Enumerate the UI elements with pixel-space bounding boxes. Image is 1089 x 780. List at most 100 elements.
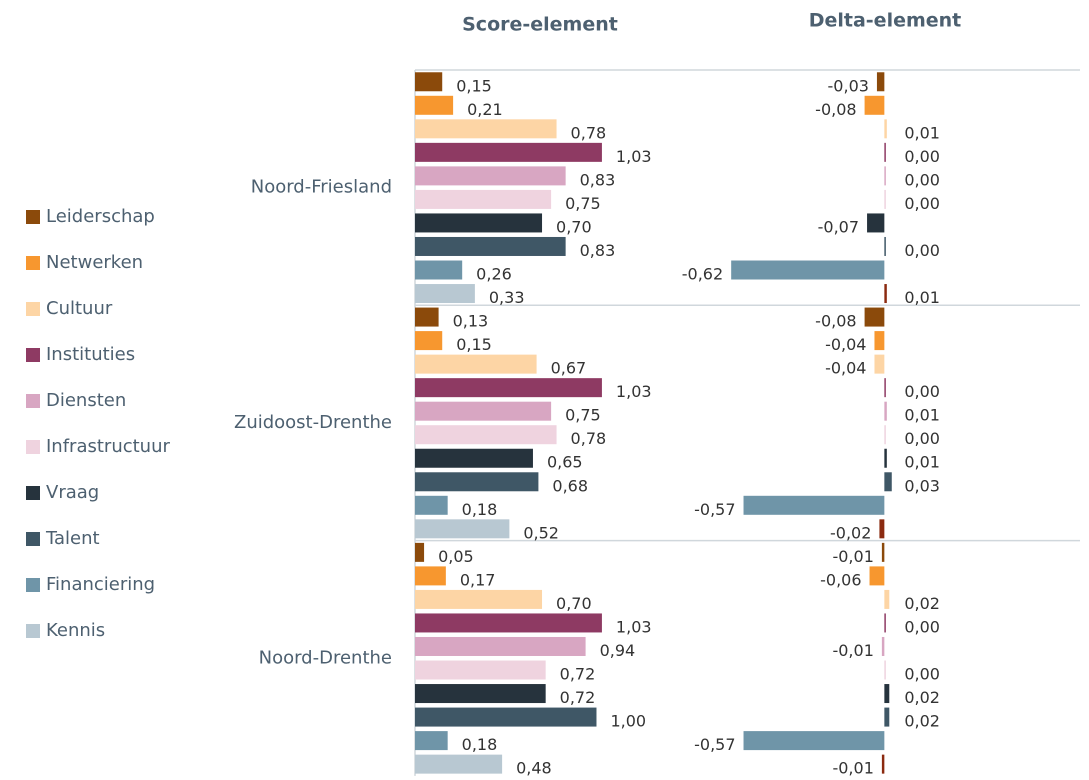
value-label: -0,62 [682,265,723,284]
bar [415,660,546,680]
bar [743,495,885,515]
value-label: 1,03 [616,617,652,636]
bar [884,684,890,704]
bar [415,684,546,704]
bar [415,731,448,751]
bar [415,472,539,492]
legend-label: Diensten [46,390,126,411]
value-label: 0,65 [547,453,583,472]
value-label: 0,75 [565,406,601,425]
value-label: -0,04 [825,335,866,354]
bar [884,401,887,421]
value-label: 0,00 [904,147,940,166]
bar [415,401,552,421]
legend-swatch [26,394,40,408]
bar [884,142,886,162]
bar [864,307,885,327]
value-label: 1,03 [616,147,652,166]
bar [867,213,885,233]
bar [884,189,886,209]
value-label: -0,04 [825,359,866,378]
value-label: 0,83 [580,241,616,260]
bar [415,189,552,209]
bar [415,707,597,727]
bar [879,519,885,539]
value-label: 0,70 [556,217,592,236]
value-label: 0,52 [523,523,559,542]
chart-title: Delta-element [809,10,962,32]
value-label: -0,08 [815,312,856,331]
value-label: -0,08 [815,100,856,119]
chart-title: Score-element [462,14,618,36]
bar [864,95,885,115]
bar [415,613,602,633]
value-label: -0,57 [694,735,735,754]
value-label: 0,01 [904,123,940,142]
value-label: -0,07 [818,217,859,236]
value-label: 0,67 [551,359,587,378]
legend-label: Kennis [46,620,105,641]
legend-swatch [26,348,40,362]
value-label: 0,02 [904,712,940,731]
value-label: 0,02 [904,688,940,707]
value-label: 0,78 [571,429,607,448]
bar [884,613,886,633]
value-label: 0,15 [456,335,492,354]
bar [415,425,557,445]
bar [884,236,886,256]
bar [884,284,887,304]
region-label: Zuidoost-Drenthe [234,412,392,433]
bar [415,284,475,304]
value-label: 0,18 [462,735,498,754]
legend-label: Financiering [46,574,155,595]
bar [415,236,566,256]
bar [415,519,510,539]
bar [415,95,454,115]
bar [884,378,886,398]
value-label: 1,03 [616,382,652,401]
bar [874,331,885,351]
legend-swatch [26,210,40,224]
bar [415,213,543,233]
value-label: 0,75 [565,194,601,213]
bar [884,589,890,609]
bar [884,119,887,139]
bar [415,589,543,609]
legend-swatch [26,256,40,270]
bar [415,754,503,774]
value-label: 0,21 [467,100,503,119]
legend-swatch [26,532,40,546]
legend-label: Instituties [46,344,135,365]
value-label: 0,72 [560,688,596,707]
value-label: 0,00 [904,429,940,448]
bar [415,72,443,92]
legend-swatch [26,624,40,638]
value-label: 0,94 [600,641,636,660]
value-label: 0,17 [460,570,496,589]
bar [415,378,602,398]
value-label: -0,03 [828,76,869,95]
value-label: -0,02 [830,523,871,542]
legend-label: Vraag [46,482,99,503]
bar [881,754,885,774]
value-label: 0,72 [560,665,596,684]
bar [869,566,885,586]
value-label: -0,01 [832,759,873,776]
value-label: 0,78 [571,123,607,142]
bar [884,166,886,186]
legend-label: Netwerken [46,252,143,273]
value-label: 0,01 [904,453,940,472]
value-label: 0,03 [904,476,940,495]
bar [731,260,885,280]
value-label: 0,00 [904,194,940,213]
bar [884,425,886,445]
value-label: 0,70 [556,594,592,613]
bar [415,354,537,374]
value-label: -0,01 [832,641,873,660]
legend-swatch [26,440,40,454]
value-label: -0,06 [820,570,861,589]
bar [415,566,446,586]
value-label: 0,26 [476,265,512,284]
bar [415,448,533,468]
value-label: 0,02 [904,594,940,613]
